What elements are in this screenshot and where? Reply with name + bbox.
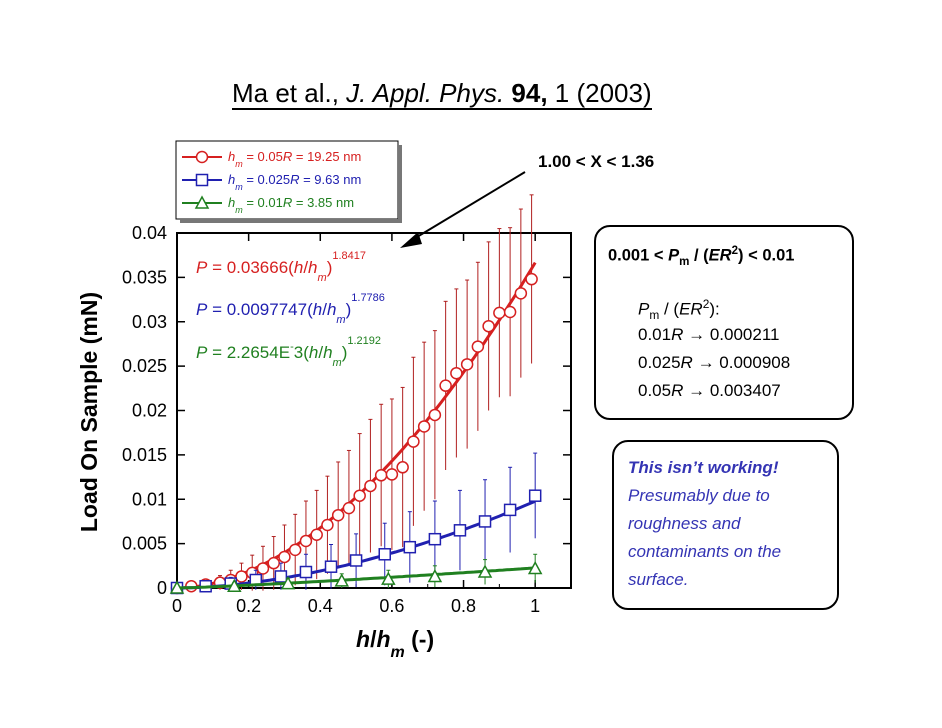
- legend-label: hm = 0.025R = 9.63 nm: [228, 172, 361, 192]
- legend-marker: [194, 195, 210, 209]
- data-point: [267, 556, 280, 570]
- y-tick-label: 0.02: [132, 401, 167, 421]
- data-point: [417, 420, 431, 433]
- data-point: [477, 564, 493, 578]
- note-line: surface.: [628, 570, 689, 589]
- pressure-ratio-row: 0.01R → 0.000211: [638, 325, 780, 344]
- data-point: [427, 568, 443, 583]
- x-tick-label: 0.8: [451, 596, 476, 616]
- data-point: [407, 435, 420, 448]
- data-point: [471, 340, 485, 353]
- y-tick-label: 0.035: [122, 267, 167, 287]
- data-point: [364, 479, 377, 493]
- y-tick-label: 0.025: [122, 356, 167, 376]
- data-point: [381, 571, 396, 585]
- x-tick-label: 0.6: [379, 596, 404, 616]
- data-point: [299, 534, 313, 548]
- x-tick-label: 0: [172, 596, 182, 616]
- data-point: [169, 580, 185, 594]
- callout-arrow: [400, 171, 526, 248]
- data-point: [428, 408, 442, 422]
- data-point: [396, 461, 409, 474]
- legend-label: hm = 0.01R = 3.85 nm: [228, 195, 354, 215]
- data-point: [478, 515, 492, 528]
- y-tick-label: 0.005: [122, 534, 167, 554]
- pressure-ratio-row: 0.025R → 0.000908: [638, 353, 791, 372]
- data-point: [331, 508, 345, 522]
- note-line: Presumably due to: [628, 486, 770, 505]
- data-point: [493, 306, 506, 320]
- y-axis-label: Load On Sample (mN): [76, 292, 102, 532]
- fit-label-blue: P = 0.0097747(h/hm)1.7786: [196, 292, 385, 326]
- data-point: [503, 305, 517, 319]
- data-point: [353, 489, 366, 502]
- legend-label: hm = 0.05R = 19.25 nm: [228, 149, 361, 169]
- plot-frame: [176, 232, 572, 589]
- data-point: [525, 272, 538, 286]
- data-point: [503, 503, 517, 517]
- data-point: [514, 287, 528, 300]
- data-point: [403, 540, 417, 554]
- citation-authors: Ma et al.,: [232, 78, 339, 108]
- y-tick-label: 0.03: [132, 312, 167, 332]
- data-point: [460, 358, 474, 371]
- data-point: [528, 489, 542, 502]
- citation-issue-year: 1 (2003): [554, 78, 652, 108]
- data-point: [235, 570, 248, 583]
- y-tick-label: 0: [157, 578, 167, 598]
- fit-label-red: P = 0.03666(h/hm)1.8417: [196, 250, 366, 284]
- data-point: [278, 550, 291, 564]
- data-point: [374, 469, 388, 482]
- data-point: [321, 518, 334, 532]
- data-point: [428, 532, 442, 546]
- data-point: [288, 543, 302, 557]
- data-point: [280, 575, 296, 590]
- data-point: [482, 319, 495, 333]
- note-line: roughness and: [628, 514, 741, 533]
- legend-marker: [195, 173, 209, 187]
- citation-title: Ma et al., J. Appl. Phys. 94, 1 (2003): [232, 78, 652, 110]
- data-point: [334, 573, 350, 587]
- pressure-ratio-header: Pm / (ER2):: [638, 297, 720, 323]
- x-tick-label: 0.4: [308, 596, 333, 616]
- data-point: [274, 570, 288, 583]
- pressure-ratio-criterion: 0.001 < Pm / (ER2) < 0.01: [608, 245, 795, 268]
- data-point: [227, 578, 242, 592]
- fit-label-green: P = 2.2654E-3(h/hm)1.2192: [196, 335, 381, 369]
- data-point: [299, 565, 313, 579]
- legend: hm = 0.05R = 19.25 nm hm = 0.025R = 9.63 …: [175, 140, 402, 223]
- legend-marker: [195, 150, 209, 164]
- data-point: [310, 528, 323, 541]
- data-point: [450, 366, 463, 380]
- y-tick-label: 0.01: [132, 489, 167, 509]
- data-point: [342, 501, 356, 515]
- x-axis-label: h/hm (-): [356, 626, 434, 661]
- data-point: [527, 560, 543, 575]
- x-tick-label: 0.2: [236, 596, 261, 616]
- citation-volume: 94,: [511, 78, 548, 108]
- data-point: [378, 548, 391, 561]
- note-line: contaminants on the: [628, 542, 782, 561]
- data-point: [385, 468, 399, 481]
- y-tick-label: 0.04: [132, 223, 167, 243]
- y-tick-label: 0.015: [122, 445, 167, 465]
- x-tick-label: 1: [530, 596, 540, 616]
- exponent-range-callout: 1.00 < X < 1.36: [538, 152, 655, 171]
- pressure-ratio-row: 0.05R → 0.003407: [638, 381, 781, 400]
- data-point: [453, 524, 467, 537]
- note-box: This isn’t working! Presumably due to ro…: [612, 440, 839, 610]
- citation-journal: J. Appl. Phys.: [346, 78, 505, 108]
- note-line: This isn’t working!: [628, 458, 779, 477]
- data-point: [324, 560, 338, 573]
- data-point: [256, 562, 270, 575]
- data-point: [439, 379, 452, 392]
- pressure-ratio-box: 0.001 < Pm / (ER2) < 0.01 Pm / (ER2): 0.…: [594, 225, 854, 420]
- data-point: [349, 554, 363, 567]
